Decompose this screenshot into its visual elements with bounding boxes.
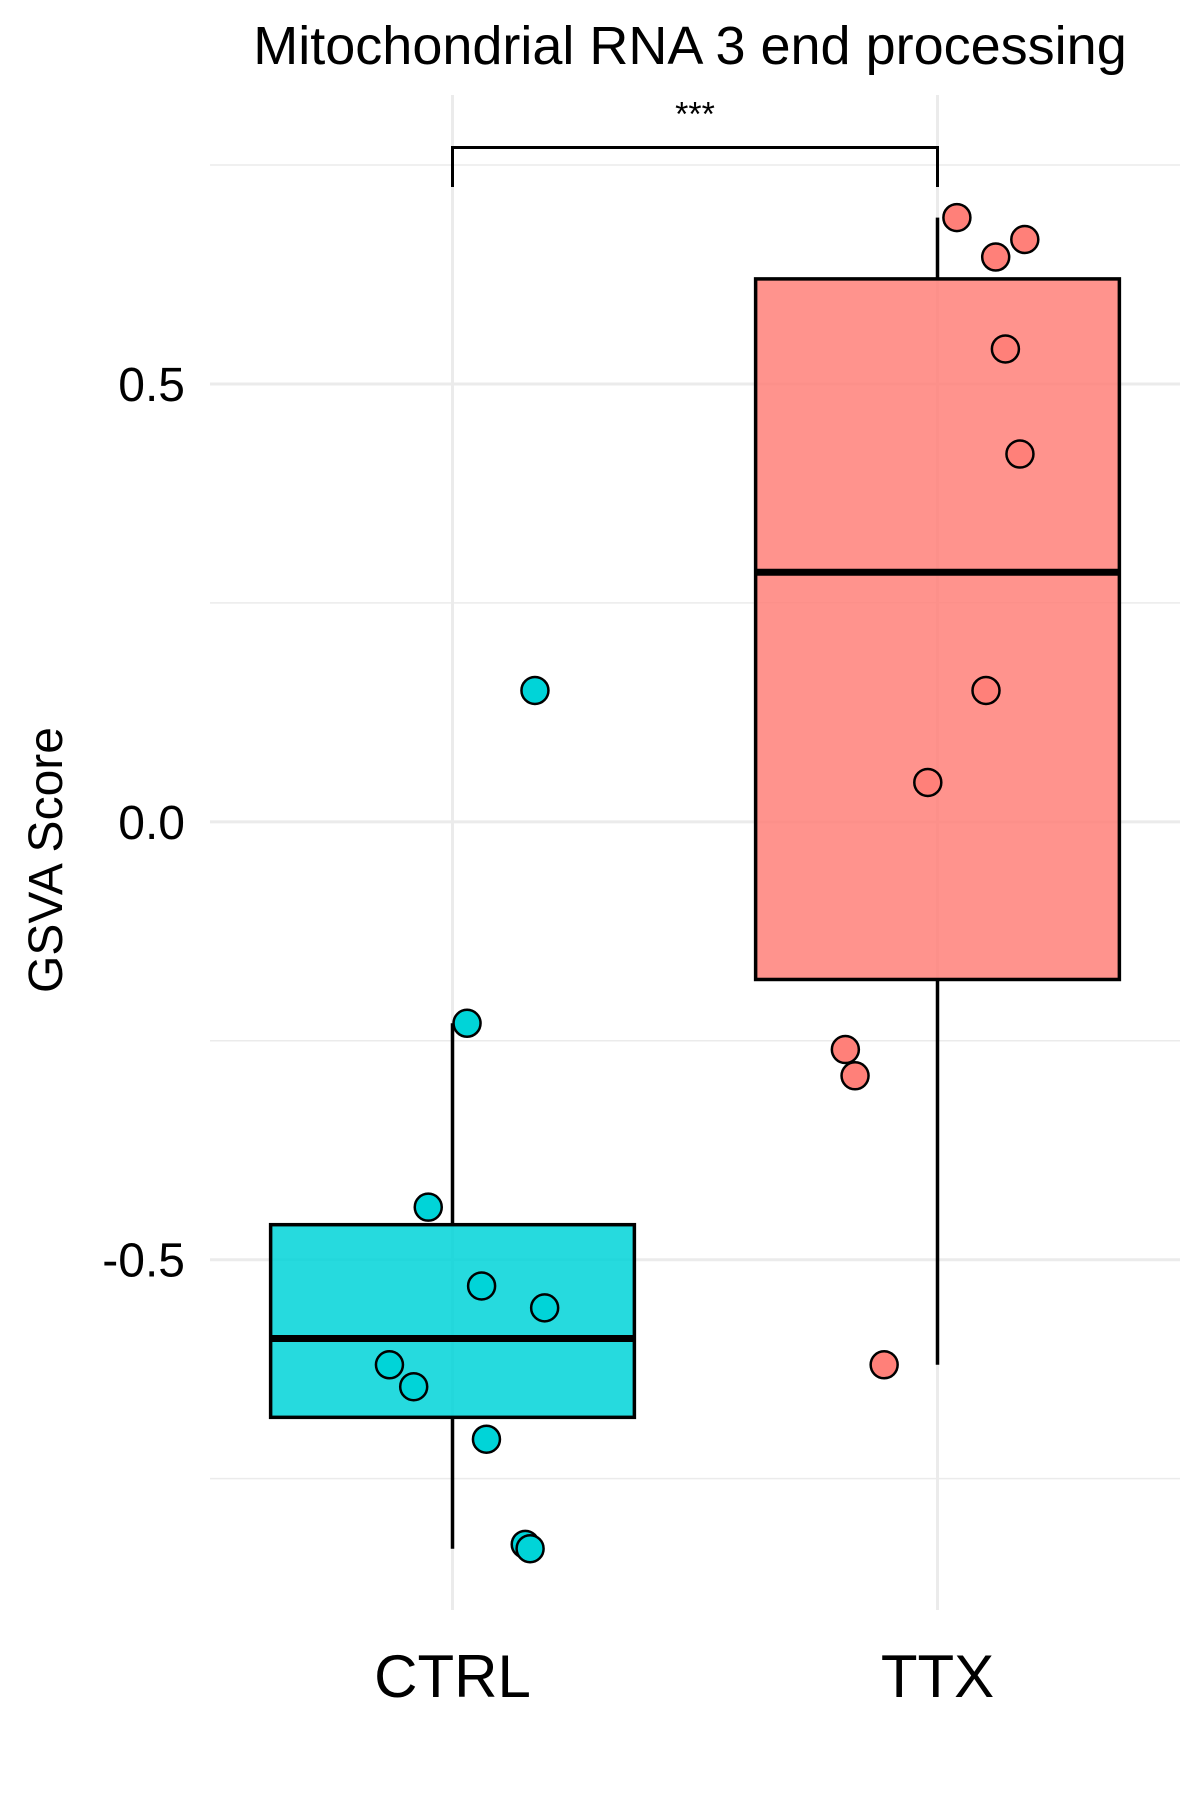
y-tick-label: 0.0 [118,797,185,850]
axis-labels-layer: -0.5 0.0 0.5 CTRL TTX [102,359,994,1710]
significance-bracket [451,146,939,187]
x-tick-label-ttx: TTX [881,1643,994,1710]
data-point-ttx [980,242,1011,272]
x-tick-label-ctrl: CTRL [374,1643,531,1710]
data-point-ttx [1005,439,1035,469]
data-point-ctrl [520,675,550,706]
box-ttx [753,277,1122,982]
y-axis-title: GSVA Score [20,727,73,993]
y-tick-label: 0.5 [118,359,185,412]
data-point-ttx [971,675,1001,706]
data-point-ttx [942,202,972,233]
data-point-ttx [869,1350,899,1380]
data-point-ttx [840,1061,870,1091]
data-point-ttx [1010,224,1040,255]
data-point-ctrl [515,1533,545,1564]
data-point-ttx [990,334,1021,364]
y-tick-label: -0.5 [102,1235,185,1288]
data-point-ctrl [413,1192,443,1222]
chart-title: Mitochondrial RNA 3 end processing [253,16,1126,76]
data-point-ctrl [374,1350,405,1380]
data-point-ttx [830,1034,861,1065]
data-point-ctrl [466,1271,497,1301]
data-point-ttx [913,767,943,798]
data-point-ctrl [398,1371,429,1402]
significance-layer: *** [451,96,939,187]
data-point-ctrl [529,1293,560,1323]
significance-label: *** [675,96,715,134]
box-ctrl [268,1222,637,1420]
boxes-layer [268,217,1122,1549]
points-layer [374,202,1040,1564]
data-point-ctrl [452,1008,482,1039]
data-point-ctrl [471,1424,502,1454]
